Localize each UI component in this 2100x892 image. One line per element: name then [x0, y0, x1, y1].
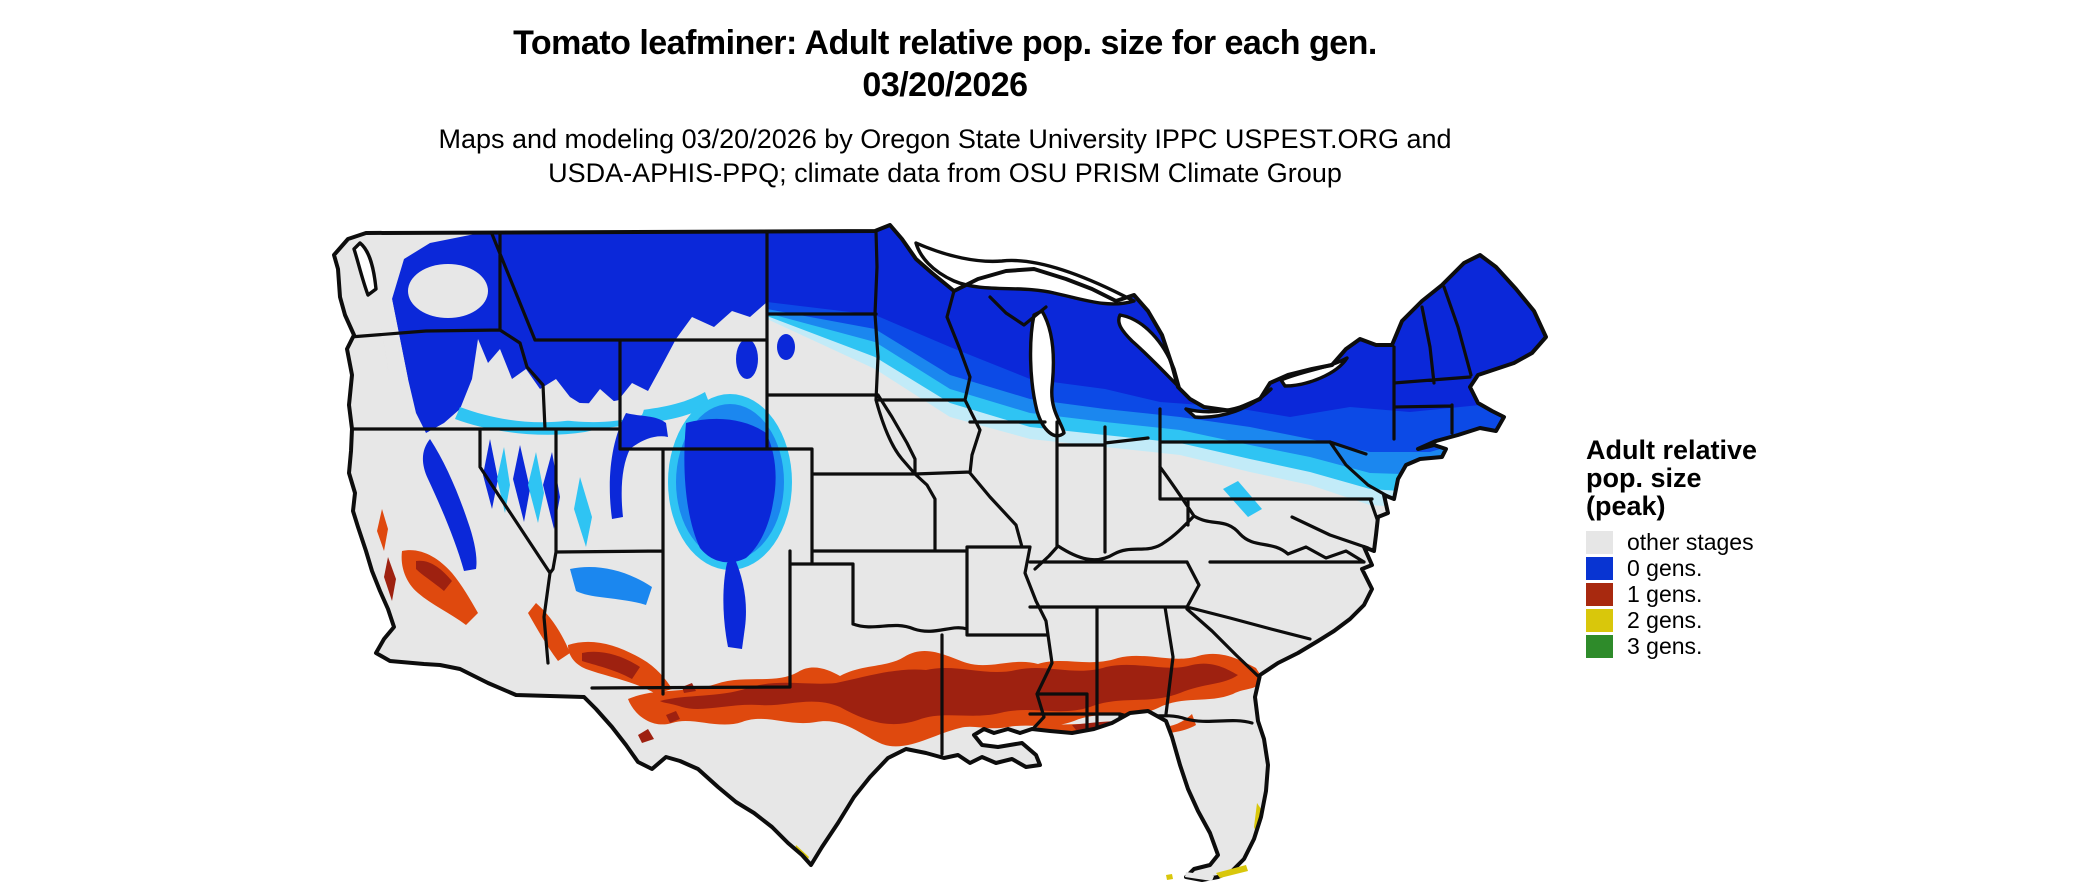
legend-swatch-1-gens — [1586, 583, 1613, 606]
legend-label-0-gens: 0 gens. — [1627, 555, 1703, 581]
page-title: Tomato leafminer: Adult relative pop. si… — [0, 22, 1890, 106]
zone-black-hills-blue — [777, 334, 795, 360]
zone-new-mexico-finger-blue — [723, 557, 746, 649]
map-legend: Adult relative pop. size (peak) other st… — [1586, 436, 1906, 660]
title-line-2: 03/20/2026 — [862, 66, 1028, 104]
florida-keys — [1166, 865, 1248, 881]
legend-title-line-1: Adult relative — [1586, 435, 1758, 465]
state-borders-path — [348, 229, 1473, 756]
zone-1gen-south-band-dark — [660, 663, 1238, 725]
subtitle: Maps and modeling 03/20/2026 by Oregon S… — [0, 122, 1890, 190]
zone-1gen-wtexas-dot-2 — [666, 711, 680, 723]
title-line-1: Tomato leafminer: Adult relative pop. si… — [513, 24, 1377, 62]
zone-mogollon-blue — [570, 567, 652, 605]
legend-item-0-gens: 0 gens. — [1586, 556, 1906, 581]
zone-columbia-basin-gray — [408, 264, 488, 318]
zone-1gen-wtexas-dot-1 — [638, 729, 654, 743]
zone-nevada-range-5 — [528, 452, 544, 523]
legend-item-3-gens: 3 gens. — [1586, 634, 1906, 659]
subtitle-line-2: USDA-APHIS-PPQ; climate data from OSU PR… — [548, 158, 1342, 188]
legend-title-line-3: (peak) — [1586, 491, 1666, 521]
zone-0gens-west-mass — [392, 231, 767, 433]
lake-huron — [1117, 313, 1181, 389]
us-map-svg — [332, 223, 1548, 882]
zone-nevada-range-1 — [483, 439, 498, 509]
legend-title-line-2: pop. size — [1586, 463, 1702, 493]
legend-label-2-gens: 2 gens. — [1627, 607, 1703, 633]
legend-swatch-3-gens — [1586, 635, 1613, 658]
legend-swatch-other-stages — [1586, 531, 1613, 554]
lake-michigan — [1028, 309, 1066, 438]
legend-item-1-gens: 1 gens. — [1586, 582, 1906, 607]
zone-colorado-rockies-blue — [684, 418, 776, 563]
puget-sound — [352, 241, 378, 297]
legend-label-1-gens: 1 gens. — [1627, 581, 1703, 607]
zone-nevada-range-6 — [574, 477, 592, 547]
keys-dot-yellow — [1166, 874, 1173, 880]
zone-nevada-range-2 — [513, 445, 530, 522]
state-borders — [348, 229, 1473, 756]
zone-snake-plain-gray — [508, 379, 644, 423]
zone-bighorn-blue — [736, 339, 758, 379]
zone-1gen-arizona-dark — [582, 651, 640, 679]
subtitle-line-1: Maps and modeling 03/20/2026 by Oregon S… — [438, 124, 1452, 154]
keys-dash-gray — [1185, 872, 1214, 881]
zone-nevada-range-4 — [497, 447, 510, 513]
zone-sierra-blue — [422, 439, 477, 571]
zone-1gen-socal-dark — [416, 560, 452, 591]
legend-items: other stages 0 gens. 1 gens. 2 gens. 3 g… — [1586, 530, 1906, 659]
us-map — [330, 217, 1565, 892]
legend-item-other-stages: other stages — [1586, 530, 1906, 555]
zone-1gen-ca-coast-dot-1 — [377, 509, 388, 551]
legend-label-other-stages: other stages — [1627, 529, 1754, 555]
legend-item-2-gens: 2 gens. — [1586, 608, 1906, 633]
zone-wasatch-blue — [609, 413, 668, 519]
zone-1gen-colorado-river-red — [528, 603, 570, 661]
legend-swatch-2-gens — [1586, 609, 1613, 632]
keys-dash-yellow — [1216, 865, 1248, 878]
zone-1gen-ca-coast-dot-2 — [384, 557, 396, 601]
zone-west-valleys-gray — [377, 239, 408, 399]
legend-swatch-0-gens — [1586, 557, 1613, 580]
legend-label-3-gens: 3 gens. — [1627, 633, 1703, 659]
zone-west-cyan-fringe — [455, 392, 710, 435]
lake-superior — [914, 241, 1136, 306]
